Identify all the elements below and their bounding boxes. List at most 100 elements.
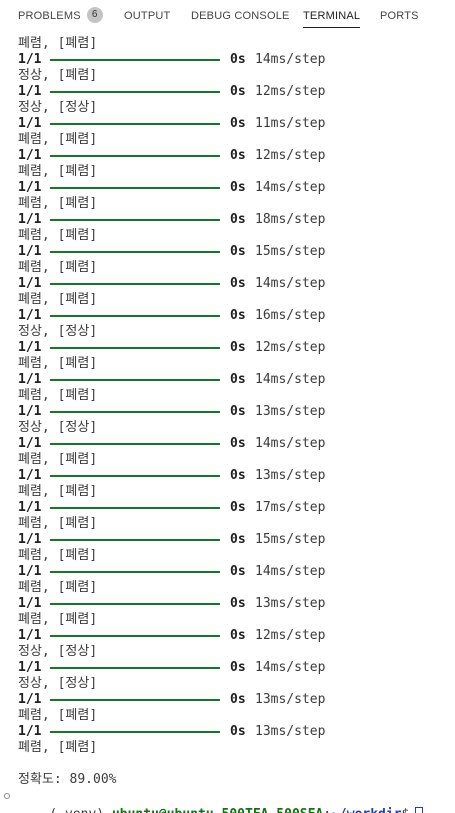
step-time: 0s	[230, 212, 246, 227]
step-progress-row: 1/1 0s 15ms/step	[18, 244, 448, 260]
step-count: 1/1	[18, 84, 42, 99]
prediction-line: 폐렴, [폐렴]	[18, 292, 98, 307]
tab-debug-console-label: DEBUG CONSOLE	[191, 10, 290, 22]
tab-terminal[interactable]: TERMINAL	[303, 0, 361, 32]
progress-bar	[50, 635, 220, 637]
step-count: 1/1	[18, 628, 42, 643]
tab-output[interactable]: OUTPUT	[124, 0, 170, 32]
progress-bar	[50, 379, 220, 381]
prediction-line: 폐렴, [폐렴]	[18, 132, 98, 147]
tab-problems-label: PROBLEMS	[18, 10, 81, 22]
tab-terminal-label: TERMINAL	[303, 10, 361, 22]
step-progress-row: 1/1 0s 14ms/step	[18, 660, 448, 676]
terminal-output[interactable]: 폐렴, [폐렴] 1/1 0s 14ms/step 정상, [폐렴] 1/1 0s 12ms…	[4, 36, 448, 813]
progress-bar	[50, 347, 220, 349]
step-time: 0s	[230, 468, 246, 483]
progress-bar	[50, 603, 220, 605]
step-time: 0s	[230, 148, 246, 163]
progress-bar	[50, 539, 220, 541]
step-speed: 17ms/step	[255, 500, 326, 515]
terminal-scrollbar[interactable]	[449, 32, 455, 813]
step-progress-row: 1/1 0s 12ms/step	[18, 148, 448, 164]
step-speed: 14ms/step	[255, 372, 326, 387]
step-time: 0s	[230, 724, 246, 739]
user-host: ubuntu@ubuntu-500TFA-500SFA	[112, 807, 323, 813]
step-time: 0s	[230, 532, 246, 547]
step-count: 1/1	[18, 692, 42, 707]
progress-bar	[50, 315, 220, 317]
prediction-line: 정상, [정상]	[18, 324, 98, 339]
tab-ports[interactable]: PORTS	[380, 0, 419, 32]
step-count: 1/1	[18, 564, 42, 579]
step-time: 0s	[230, 628, 246, 643]
prediction-line: 정상, [정상]	[18, 644, 98, 659]
progress-bar	[50, 123, 220, 125]
step-speed: 15ms/step	[255, 532, 326, 547]
step-progress-row: 1/1 0s 12ms/step	[18, 84, 448, 100]
shell-prompt[interactable]: (.venv) ubuntu@ubuntu-500TFA-500SFA:~/wo…	[4, 788, 448, 813]
terminal-cursor[interactable]	[415, 807, 424, 813]
prediction-line: 정상, [정상]	[18, 676, 98, 691]
prediction-line: 정상, [폐렴]	[18, 68, 98, 83]
progress-bar	[50, 507, 220, 509]
step-progress-row: 1/1 0s 14ms/step	[18, 436, 448, 452]
step-speed: 12ms/step	[255, 628, 326, 643]
step-time: 0s	[230, 308, 246, 323]
progress-bar	[50, 283, 220, 285]
step-time: 0s	[230, 500, 246, 515]
step-progress-row: 1/1 0s 13ms/step	[18, 404, 448, 420]
step-time: 0s	[230, 84, 246, 99]
step-count: 1/1	[18, 52, 42, 67]
step-time: 0s	[230, 404, 246, 419]
step-count: 1/1	[18, 116, 42, 131]
step-time: 0s	[230, 52, 246, 67]
problems-count-badge: 6	[86, 7, 103, 24]
prompt-status-icon	[4, 793, 10, 799]
prediction-line: 폐렴, [폐렴]	[18, 580, 98, 595]
step-progress-row: 1/1 0s 14ms/step	[18, 564, 448, 580]
step-speed: 15ms/step	[255, 244, 326, 259]
progress-bar	[50, 219, 220, 221]
step-progress-row: 1/1 0s 13ms/step	[18, 692, 448, 708]
prediction-line: 폐렴, [폐렴]	[18, 484, 98, 499]
step-time: 0s	[230, 340, 246, 355]
prediction-line: 폐렴, [폐렴]	[18, 612, 98, 627]
prediction-line: 폐렴, [폐렴]	[18, 356, 98, 371]
step-count: 1/1	[18, 180, 42, 195]
step-progress-row: 1/1 0s 14ms/step	[18, 180, 448, 196]
step-count: 1/1	[18, 244, 42, 259]
step-time: 0s	[230, 372, 246, 387]
step-progress-row: 1/1 0s 15ms/step	[18, 532, 448, 548]
step-progress-row: 1/1 0s 11ms/step	[18, 116, 448, 132]
tab-output-label: OUTPUT	[124, 10, 171, 22]
step-progress-row: 1/1 0s 14ms/step	[18, 372, 448, 388]
prediction-line: 폐렴, [폐렴]	[18, 260, 98, 275]
tab-debug-console[interactable]: DEBUG CONSOLE	[191, 0, 290, 32]
step-time: 0s	[230, 244, 246, 259]
progress-bar	[50, 443, 220, 445]
progress-bar	[50, 699, 220, 701]
step-speed: 13ms/step	[255, 468, 326, 483]
step-speed: 12ms/step	[255, 340, 326, 355]
prompt-symbol: $	[402, 807, 410, 813]
prompt-colon: :	[323, 807, 331, 813]
tab-problems[interactable]: PROBLEMS 6	[18, 0, 103, 32]
prediction-line: 폐렴, [폐렴]	[18, 164, 98, 179]
step-progress-row: 1/1 0s 18ms/step	[18, 212, 448, 228]
step-progress-row: 1/1 0s 17ms/step	[18, 500, 448, 516]
progress-bar	[50, 411, 220, 413]
step-count: 1/1	[18, 500, 42, 515]
step-speed: 14ms/step	[255, 180, 326, 195]
step-time: 0s	[230, 564, 246, 579]
step-speed: 14ms/step	[255, 436, 326, 451]
step-count: 1/1	[18, 308, 42, 323]
prediction-line: 정상, [정상]	[18, 420, 98, 435]
prediction-line: 폐렴, [폐렴]	[18, 196, 98, 211]
step-progress-row: 1/1 0s 12ms/step	[18, 628, 448, 644]
progress-bar	[50, 251, 220, 253]
step-time: 0s	[230, 276, 246, 291]
step-count: 1/1	[18, 372, 42, 387]
prediction-line: 폐렴, [폐렴]	[18, 516, 98, 531]
prediction-line: 폐렴, [폐렴]	[18, 388, 98, 403]
step-time: 0s	[230, 180, 246, 195]
